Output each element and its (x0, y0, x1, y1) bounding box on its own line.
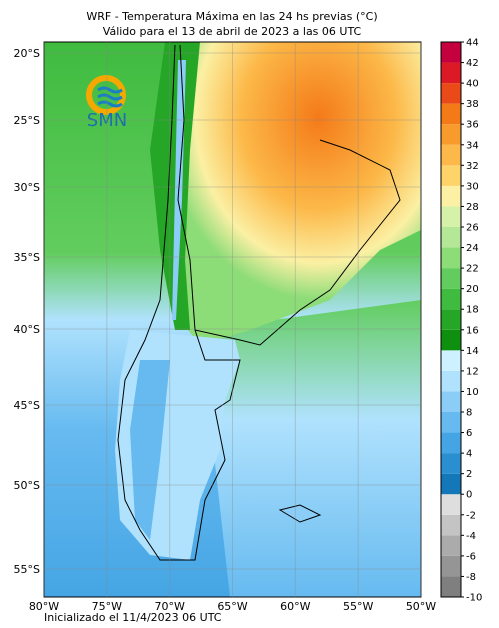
lat-label: 40°S (14, 323, 40, 336)
colorbar-segment (441, 124, 461, 145)
lon-label: 80°W (29, 600, 59, 613)
colorbar-segment (441, 576, 461, 597)
colorbar-frame (440, 41, 462, 598)
logo-text: SMN (87, 110, 127, 131)
colorbar-label: -4 (466, 531, 476, 542)
lat-label: 45°S (14, 399, 40, 412)
map-frame (43, 41, 422, 598)
colorbar-label: 28 (466, 202, 479, 213)
colorbar-segment (441, 288, 461, 310)
colorbar-label: -8 (466, 572, 476, 583)
footer: Inicializado el 11/4/2023 06 UTC (44, 611, 222, 624)
lat-label: 30°S (14, 181, 40, 194)
colorbar-segment (441, 144, 461, 166)
lat-label: 20°S (14, 47, 40, 60)
colorbar-label: 20 (466, 284, 479, 295)
colorbar-label: 32 (466, 161, 479, 172)
colorbar-segment (441, 62, 461, 84)
colorbar-label: 0 (466, 490, 472, 501)
colorbar-label: 22 (466, 264, 479, 275)
colorbar-segment (441, 165, 461, 186)
colorbar-segment (441, 309, 461, 330)
lon-label: 75°W (92, 600, 122, 613)
colorbar-label: 42 (466, 58, 479, 69)
lon-label: 55°W (343, 600, 373, 613)
colorbar-label: 36 (466, 120, 479, 131)
coastline (117, 44, 401, 561)
title: WRF - Temperatura Máxima en las 24 hs pr… (86, 10, 377, 23)
lon-label: 65°W (217, 600, 247, 613)
colorbar-label: 26 (466, 223, 479, 234)
colorbar-segment (441, 83, 461, 104)
colorbar-segment (441, 432, 461, 454)
subtitle: Válido para el 13 de abril de 2023 a las… (103, 25, 362, 38)
colorbar: -10-8-6-4-202468101214161820222426283032… (440, 38, 482, 604)
colorbar-segment (441, 535, 461, 556)
colorbar-label: 8 (466, 408, 472, 419)
lat-labels: 20°S 25°S 30°S 35°S 40°S 45°S 50°S 55°S (14, 47, 421, 576)
colorbar-label: 16 (466, 325, 479, 336)
colorbar-segment (441, 42, 461, 63)
lat-label: 55°S (14, 563, 40, 576)
colorbar-label: 24 (466, 243, 479, 254)
lon-label: 70°W (154, 600, 184, 613)
colorbar-segment (441, 494, 461, 515)
colorbar-label: -6 (466, 551, 476, 562)
colorbar-segment (441, 206, 461, 227)
colorbar-label: 44 (466, 38, 479, 49)
colorbar-segment (441, 103, 461, 125)
malvinas (278, 504, 322, 523)
andes-green (150, 42, 200, 330)
map: SMN (43, 41, 422, 598)
lat-label: 25°S (14, 114, 40, 127)
colorbar-segment (441, 185, 461, 207)
colorbar-segment (441, 473, 461, 495)
colorbar-segment (441, 227, 461, 248)
logo-ring (86, 75, 126, 115)
colorbar-segment (441, 514, 461, 536)
colorbar-segment (441, 391, 461, 412)
colorbar-label: 10 (466, 387, 479, 398)
land-north (165, 42, 421, 345)
colorbar-label: 6 (466, 428, 472, 439)
colorbar-label: -2 (466, 510, 476, 521)
colorbar-segment (441, 268, 461, 289)
lat-label: 50°S (14, 479, 40, 492)
colorbar-label: 18 (466, 305, 479, 316)
lon-label: 50°W (406, 600, 436, 613)
colorbar-label: 12 (466, 366, 479, 377)
colorbar-label: 34 (466, 140, 479, 151)
colorbar-segment (441, 329, 461, 351)
colorbar-segment (441, 412, 461, 433)
colorbar-label: 4 (466, 449, 472, 460)
colorbar-segment (441, 350, 461, 371)
colorbar-segment (441, 555, 461, 577)
colorbar-segment (441, 247, 461, 269)
colorbar-label: 2 (466, 469, 472, 480)
logo-waves (97, 86, 123, 108)
colorbar-label: 14 (466, 346, 479, 357)
colorbar-label: 38 (466, 99, 479, 110)
colorbar-segment (441, 370, 461, 392)
patagonia-cold (130, 360, 170, 540)
lat-label: 35°S (14, 251, 40, 264)
lon-labels: 80°W 75°W 70°W 65°W 60°W 55°W 50°W (29, 42, 436, 613)
logo: SMN (86, 75, 127, 131)
colorbar-label: -10 (466, 593, 482, 604)
lon-label: 60°W (280, 600, 310, 613)
colorbar-label: 30 (466, 181, 479, 192)
colorbar-label: 40 (466, 79, 479, 90)
atlantic (200, 300, 421, 597)
colorbar-segment (441, 453, 461, 474)
